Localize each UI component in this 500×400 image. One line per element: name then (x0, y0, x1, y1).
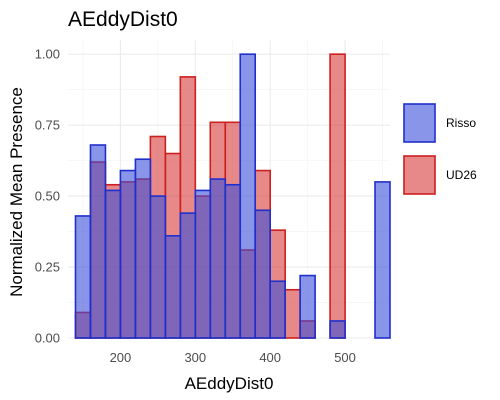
bar-risso (224, 183, 242, 339)
legend-key-ud26 (403, 155, 436, 195)
y-tick-label: 0.75 (35, 118, 60, 133)
y-tick-label: 0.25 (35, 260, 60, 275)
x-tick-label: 300 (184, 350, 206, 365)
bar-risso (164, 235, 182, 339)
legend-label-ud26: UD26 (446, 168, 477, 182)
bar-risso (134, 158, 152, 339)
bar-risso (194, 189, 212, 339)
bar-risso (254, 209, 271, 339)
x-tick-label: 400 (259, 350, 281, 365)
bar-ud26 (284, 288, 301, 339)
legend-key-risso (403, 103, 436, 143)
legend: Risso UD26 (403, 103, 477, 195)
bar-risso (209, 178, 227, 339)
y-tick-label: 0.50 (35, 189, 60, 204)
bar-risso (104, 189, 122, 339)
bar-risso (329, 320, 346, 339)
bar-risso (74, 215, 92, 339)
bar-risso (149, 195, 167, 339)
legend-label-risso: Risso (446, 116, 476, 130)
bar-risso (299, 274, 316, 339)
bars-layer (74, 53, 391, 339)
y-axis-ticks: 0.00 0.25 0.50 0.75 1.00 (35, 47, 60, 346)
x-tick-label: 500 (334, 350, 356, 365)
y-tick-label: 0.00 (35, 331, 60, 346)
series-risso (74, 53, 391, 339)
x-axis-ticks: 200 300 400 500 (110, 350, 356, 365)
y-axis-label: Normalized Mean Presence (7, 87, 26, 297)
bar-ud26 (329, 53, 346, 339)
x-tick-label: 200 (110, 350, 132, 365)
y-tick-label: 1.00 (35, 47, 60, 62)
x-axis-label: AEddyDist0 (185, 374, 274, 393)
bar-risso (119, 169, 137, 339)
bar-risso (239, 53, 257, 339)
chart-title: AEddyDist0 (68, 8, 178, 31)
bar-risso (179, 212, 197, 339)
bar-risso (89, 144, 107, 339)
bar-risso (269, 280, 286, 339)
bar-risso (374, 181, 391, 339)
